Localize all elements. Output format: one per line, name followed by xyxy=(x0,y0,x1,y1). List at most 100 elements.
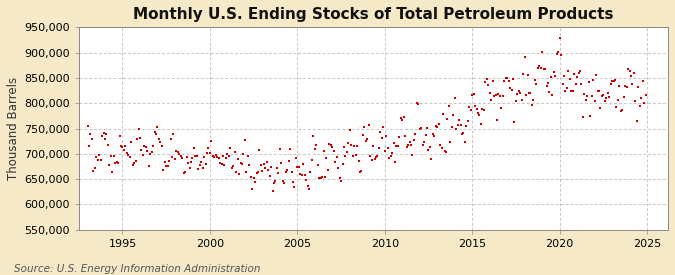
Point xyxy=(432,125,443,129)
Point xyxy=(339,145,350,149)
Point xyxy=(608,79,619,83)
Point xyxy=(159,160,170,164)
Point xyxy=(358,133,369,137)
Point xyxy=(202,151,213,155)
Point xyxy=(515,90,526,95)
Point xyxy=(502,76,512,80)
Point xyxy=(446,124,457,129)
Point xyxy=(417,143,428,147)
Point xyxy=(186,160,196,164)
Point xyxy=(607,79,618,84)
Point xyxy=(207,153,218,158)
Point xyxy=(518,72,529,76)
Point xyxy=(100,137,111,141)
Point xyxy=(193,167,204,171)
Point xyxy=(572,75,583,79)
Point xyxy=(241,170,252,174)
Point xyxy=(313,163,323,167)
Point xyxy=(155,140,166,144)
Point xyxy=(601,96,612,100)
Point xyxy=(408,138,419,142)
Point xyxy=(142,149,153,154)
Point xyxy=(260,166,271,170)
Point xyxy=(105,153,116,158)
Point xyxy=(591,73,601,77)
Point xyxy=(525,90,536,95)
Point xyxy=(197,166,208,171)
Point xyxy=(298,162,308,166)
Point xyxy=(110,161,121,165)
Point xyxy=(496,106,507,111)
Point xyxy=(85,131,96,136)
Point xyxy=(467,93,478,98)
Point xyxy=(290,156,301,161)
Point xyxy=(612,98,623,102)
Point xyxy=(401,145,412,150)
Point xyxy=(579,92,590,97)
Point xyxy=(167,155,178,159)
Point xyxy=(410,131,421,136)
Point xyxy=(271,166,282,170)
Point xyxy=(458,131,469,135)
Point xyxy=(263,167,273,172)
Point xyxy=(364,154,375,158)
Point xyxy=(566,89,576,93)
Point xyxy=(174,152,185,156)
Point xyxy=(450,96,460,100)
Point xyxy=(433,122,444,126)
Point xyxy=(84,144,95,148)
Point xyxy=(520,93,531,97)
Point xyxy=(342,150,352,154)
Point xyxy=(216,161,227,166)
Point xyxy=(334,176,345,181)
Point xyxy=(516,98,527,102)
Point xyxy=(508,76,518,81)
Point xyxy=(472,111,483,116)
Point xyxy=(437,112,448,116)
Point xyxy=(422,126,433,131)
Point xyxy=(391,143,402,148)
Point xyxy=(128,163,138,167)
Point xyxy=(82,124,93,129)
Point xyxy=(375,130,386,134)
Point xyxy=(397,118,408,122)
Point xyxy=(599,99,610,103)
Point xyxy=(200,161,211,166)
Point xyxy=(588,78,599,82)
Point xyxy=(425,145,435,149)
Point xyxy=(486,98,497,103)
Point xyxy=(305,170,316,174)
Point xyxy=(360,138,371,143)
Point xyxy=(134,136,145,141)
Point xyxy=(611,105,622,109)
Point xyxy=(259,161,269,166)
Point xyxy=(113,160,124,165)
Point xyxy=(308,134,319,138)
Point xyxy=(213,156,224,160)
Point xyxy=(299,173,310,177)
Point xyxy=(149,130,160,135)
Point xyxy=(162,164,173,169)
Point xyxy=(587,93,597,98)
Point xyxy=(448,112,459,117)
Point xyxy=(423,148,434,153)
Point xyxy=(580,98,591,103)
Point xyxy=(289,185,300,189)
Point xyxy=(592,88,603,93)
Point xyxy=(198,155,209,160)
Point xyxy=(292,165,303,169)
Point xyxy=(184,166,195,170)
Point xyxy=(616,109,626,114)
Point xyxy=(589,99,600,103)
Point xyxy=(114,134,125,139)
Point xyxy=(435,143,446,148)
Point xyxy=(378,125,389,129)
Point xyxy=(88,169,99,174)
Point xyxy=(176,154,186,158)
Point xyxy=(451,127,462,131)
Point xyxy=(509,120,520,124)
Point xyxy=(499,79,510,83)
Point xyxy=(493,92,504,97)
Point xyxy=(455,122,466,127)
Point xyxy=(396,116,406,120)
